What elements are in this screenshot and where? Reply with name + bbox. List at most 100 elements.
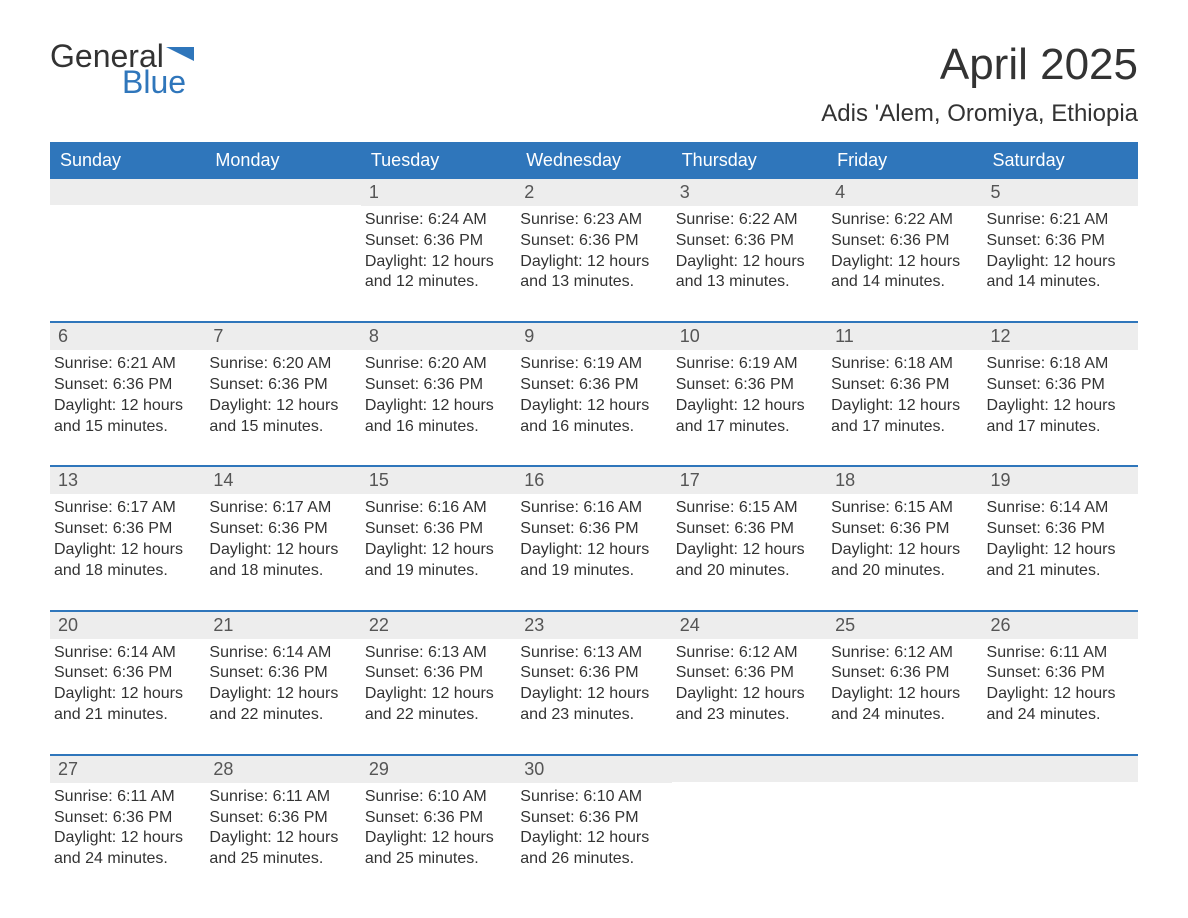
sunrise-text: Sunrise: 6:13 AM	[520, 643, 665, 664]
day-details: Sunrise: 6:15 AMSunset: 6:36 PMDaylight:…	[827, 494, 982, 581]
daylight-text: and 22 minutes.	[365, 705, 510, 726]
sunrise-text: Sunrise: 6:21 AM	[987, 210, 1132, 231]
day-number: 3	[672, 179, 827, 206]
sunset-text: Sunset: 6:36 PM	[365, 808, 510, 829]
day-number: 9	[516, 323, 671, 350]
sunrise-text: Sunrise: 6:23 AM	[520, 210, 665, 231]
daylight-text: Daylight: 12 hours	[365, 828, 510, 849]
day-number: 21	[205, 612, 360, 639]
sunset-text: Sunset: 6:36 PM	[209, 663, 354, 684]
daylight-text: Daylight: 12 hours	[54, 684, 199, 705]
sunrise-text: Sunrise: 6:14 AM	[987, 498, 1132, 519]
day-number	[827, 756, 982, 782]
daylight-text: and 20 minutes.	[831, 561, 976, 582]
day-details: Sunrise: 6:20 AMSunset: 6:36 PMDaylight:…	[205, 350, 360, 437]
day-header: Tuesday	[361, 142, 516, 179]
daylight-text: Daylight: 12 hours	[831, 252, 976, 273]
sunset-text: Sunset: 6:36 PM	[831, 663, 976, 684]
daylight-text: Daylight: 12 hours	[209, 396, 354, 417]
calendar-cell: 22Sunrise: 6:13 AMSunset: 6:36 PMDayligh…	[361, 612, 516, 726]
daylight-text: Daylight: 12 hours	[676, 684, 821, 705]
day-details: Sunrise: 6:19 AMSunset: 6:36 PMDaylight:…	[672, 350, 827, 437]
daylight-text: Daylight: 12 hours	[831, 540, 976, 561]
day-details: Sunrise: 6:16 AMSunset: 6:36 PMDaylight:…	[516, 494, 671, 581]
sunrise-text: Sunrise: 6:16 AM	[365, 498, 510, 519]
daylight-text: Daylight: 12 hours	[365, 396, 510, 417]
day-details: Sunrise: 6:14 AMSunset: 6:36 PMDaylight:…	[50, 639, 205, 726]
sunrise-text: Sunrise: 6:12 AM	[676, 643, 821, 664]
calendar-cell: 13Sunrise: 6:17 AMSunset: 6:36 PMDayligh…	[50, 467, 205, 581]
daylight-text: and 15 minutes.	[54, 417, 199, 438]
sunrise-text: Sunrise: 6:15 AM	[676, 498, 821, 519]
sunrise-text: Sunrise: 6:22 AM	[831, 210, 976, 231]
daylight-text: and 17 minutes.	[676, 417, 821, 438]
sunset-text: Sunset: 6:36 PM	[520, 231, 665, 252]
day-header: Monday	[205, 142, 360, 179]
day-number: 30	[516, 756, 671, 783]
sunrise-text: Sunrise: 6:11 AM	[54, 787, 199, 808]
day-number: 7	[205, 323, 360, 350]
daylight-text: and 14 minutes.	[831, 272, 976, 293]
sunset-text: Sunset: 6:36 PM	[676, 231, 821, 252]
daylight-text: and 26 minutes.	[520, 849, 665, 870]
day-details: Sunrise: 6:11 AMSunset: 6:36 PMDaylight:…	[50, 783, 205, 870]
day-number: 1	[361, 179, 516, 206]
day-details: Sunrise: 6:11 AMSunset: 6:36 PMDaylight:…	[205, 783, 360, 870]
day-details: Sunrise: 6:14 AMSunset: 6:36 PMDaylight:…	[205, 639, 360, 726]
month-title: April 2025	[821, 40, 1138, 90]
daylight-text: Daylight: 12 hours	[520, 684, 665, 705]
daylight-text: Daylight: 12 hours	[365, 540, 510, 561]
daylight-text: and 13 minutes.	[676, 272, 821, 293]
sunset-text: Sunset: 6:36 PM	[365, 375, 510, 396]
sunset-text: Sunset: 6:36 PM	[365, 519, 510, 540]
day-details: Sunrise: 6:21 AMSunset: 6:36 PMDaylight:…	[983, 206, 1138, 293]
daylight-text: Daylight: 12 hours	[520, 252, 665, 273]
day-details: Sunrise: 6:16 AMSunset: 6:36 PMDaylight:…	[361, 494, 516, 581]
day-details: Sunrise: 6:12 AMSunset: 6:36 PMDaylight:…	[827, 639, 982, 726]
daylight-text: Daylight: 12 hours	[676, 396, 821, 417]
sunset-text: Sunset: 6:36 PM	[987, 375, 1132, 396]
day-header-row: Sunday Monday Tuesday Wednesday Thursday…	[50, 142, 1138, 179]
daylight-text: and 14 minutes.	[987, 272, 1132, 293]
day-details: Sunrise: 6:24 AMSunset: 6:36 PMDaylight:…	[361, 206, 516, 293]
day-number: 4	[827, 179, 982, 206]
day-details: Sunrise: 6:23 AMSunset: 6:36 PMDaylight:…	[516, 206, 671, 293]
day-details: Sunrise: 6:13 AMSunset: 6:36 PMDaylight:…	[516, 639, 671, 726]
sunset-text: Sunset: 6:36 PM	[676, 375, 821, 396]
day-number: 11	[827, 323, 982, 350]
day-number: 6	[50, 323, 205, 350]
day-number: 2	[516, 179, 671, 206]
day-number: 27	[50, 756, 205, 783]
calendar-cell: 27Sunrise: 6:11 AMSunset: 6:36 PMDayligh…	[50, 756, 205, 870]
calendar-cell: 4 Sunrise: 6:22 AMSunset: 6:36 PMDaylight…	[827, 179, 982, 293]
day-details: Sunrise: 6:20 AMSunset: 6:36 PMDaylight:…	[361, 350, 516, 437]
calendar-cell: 19Sunrise: 6:14 AMSunset: 6:36 PMDayligh…	[983, 467, 1138, 581]
daylight-text: Daylight: 12 hours	[209, 684, 354, 705]
sunrise-text: Sunrise: 6:17 AM	[209, 498, 354, 519]
day-number: 29	[361, 756, 516, 783]
sunset-text: Sunset: 6:36 PM	[209, 519, 354, 540]
calendar-cell: 28Sunrise: 6:11 AMSunset: 6:36 PMDayligh…	[205, 756, 360, 870]
daylight-text: and 17 minutes.	[987, 417, 1132, 438]
day-number: 28	[205, 756, 360, 783]
day-number: 13	[50, 467, 205, 494]
daylight-text: Daylight: 12 hours	[209, 540, 354, 561]
daylight-text: and 21 minutes.	[987, 561, 1132, 582]
calendar-cell: 10Sunrise: 6:19 AMSunset: 6:36 PMDayligh…	[672, 323, 827, 437]
sunset-text: Sunset: 6:36 PM	[676, 519, 821, 540]
day-number: 10	[672, 323, 827, 350]
day-number	[983, 756, 1138, 782]
calendar-cell: 21Sunrise: 6:14 AMSunset: 6:36 PMDayligh…	[205, 612, 360, 726]
sunrise-text: Sunrise: 6:18 AM	[831, 354, 976, 375]
daylight-text: and 24 minutes.	[831, 705, 976, 726]
sunset-text: Sunset: 6:36 PM	[831, 231, 976, 252]
sunrise-text: Sunrise: 6:16 AM	[520, 498, 665, 519]
day-details: Sunrise: 6:21 AMSunset: 6:36 PMDaylight:…	[50, 350, 205, 437]
daylight-text: Daylight: 12 hours	[209, 828, 354, 849]
header: General Blue April 2025 Adis 'Alem, Orom…	[50, 40, 1138, 128]
sunrise-text: Sunrise: 6:20 AM	[209, 354, 354, 375]
sunset-text: Sunset: 6:36 PM	[54, 375, 199, 396]
calendar-cell: 14Sunrise: 6:17 AMSunset: 6:36 PMDayligh…	[205, 467, 360, 581]
daylight-text: Daylight: 12 hours	[987, 540, 1132, 561]
day-details: Sunrise: 6:19 AMSunset: 6:36 PMDaylight:…	[516, 350, 671, 437]
